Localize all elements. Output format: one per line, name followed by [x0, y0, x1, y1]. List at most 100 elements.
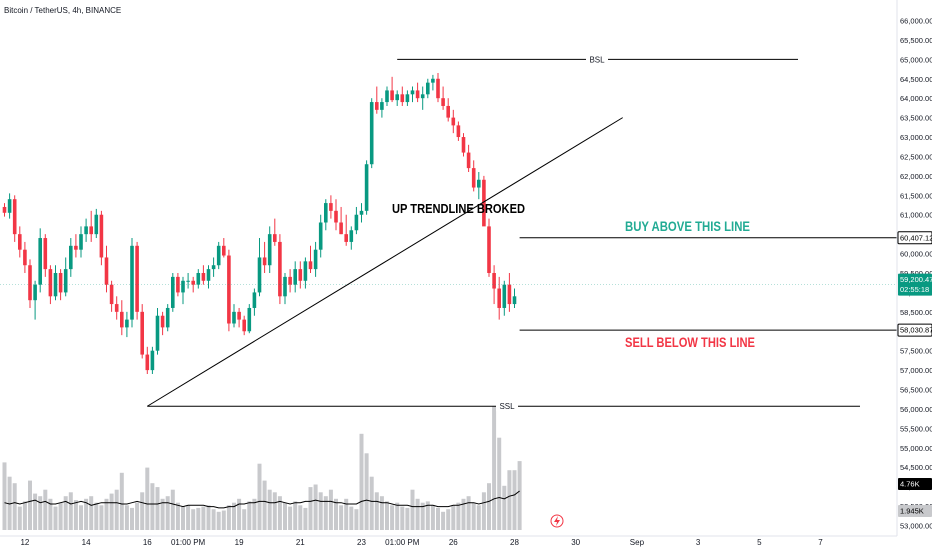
price-tick-label: 53,000.00 [900, 522, 932, 531]
candle-body [145, 354, 150, 371]
candle-body [441, 98, 445, 106]
alert-bolt-icon[interactable] [550, 514, 564, 528]
candle [318, 214, 323, 258]
volume-bar [181, 506, 185, 530]
candle [94, 208, 99, 239]
volume-bar [303, 507, 308, 530]
candle-body [456, 125, 461, 138]
volume-bar [33, 493, 38, 530]
candle-body [232, 311, 236, 324]
candle-body [28, 265, 32, 301]
time-tick-label: 30 [571, 538, 580, 547]
price-tick-label: 56,500.00 [900, 386, 932, 395]
volume-bar [420, 502, 425, 530]
candle [171, 273, 175, 312]
volume-bar [206, 505, 211, 530]
candle-body [405, 94, 410, 103]
candle-body [359, 210, 364, 215]
volume-bar [502, 485, 507, 530]
time-tick-label: 01:00 PM [385, 538, 420, 547]
candle [186, 273, 190, 289]
bsl-label-bg [586, 54, 608, 65]
candle-body [186, 280, 190, 282]
candle [125, 311, 129, 338]
candle [267, 226, 272, 273]
volume-bar [400, 506, 405, 530]
candle [334, 199, 338, 231]
candle [507, 273, 512, 312]
time-axis[interactable]: 12 14 16 01:00 PM 19 21 23 01:00 PM 26 28 30 Sep 3 5 7 [0, 535, 897, 547]
price-tick-label: 61,500.00 [900, 191, 932, 200]
candle-body [502, 284, 507, 308]
candle-body [451, 117, 456, 126]
volume-bar [2, 462, 7, 530]
volume-bar [252, 498, 257, 530]
candle-body [120, 311, 124, 328]
candle-body [43, 238, 48, 270]
candle [247, 304, 252, 334]
candle-body [79, 234, 83, 250]
candle-body [369, 102, 374, 165]
candle-body [94, 214, 99, 235]
candle-body [211, 265, 216, 270]
price-tick-label: 63,000.00 [900, 133, 932, 142]
volume-layer [2, 406, 522, 530]
volume-bar [104, 498, 109, 530]
candle [211, 257, 216, 277]
bsl-label: BSL [589, 55, 605, 64]
candle-body [313, 249, 318, 270]
candle [130, 238, 134, 328]
volume-bar [272, 492, 277, 530]
candle [79, 226, 83, 258]
volume-bar [242, 509, 247, 530]
candle-body [247, 307, 252, 332]
volume-bar [155, 487, 160, 530]
volume-bar [344, 498, 349, 530]
candle [375, 86, 379, 114]
volume-bar [436, 507, 440, 530]
volume-bar [395, 502, 400, 530]
chart-title: Bitcoin / TetherUS, 4h, BINANCE [4, 6, 121, 15]
candle-body [89, 226, 93, 235]
volume-bar [466, 496, 471, 530]
candle [359, 203, 364, 223]
candle [150, 346, 155, 374]
candle [43, 234, 48, 277]
buy-label: BUY ABOVE THIS LINE [625, 218, 750, 234]
candle-body [257, 257, 262, 293]
volume-bar [160, 498, 165, 530]
time-tick-label: 5 [757, 538, 762, 547]
price-tick-label: 65,000.00 [900, 55, 932, 64]
price-tick-label: 59,500.00 [900, 269, 932, 278]
candle-body [222, 245, 226, 256]
candle [69, 238, 73, 277]
volume-bar [232, 502, 236, 530]
up-trendline [147, 117, 623, 407]
volume-bar [17, 506, 22, 530]
volume-bar [226, 505, 231, 530]
candle-body [293, 269, 297, 285]
volume-ma-badge: 4.76K [900, 480, 920, 489]
candle [109, 280, 114, 312]
candle [395, 90, 399, 106]
volume-bar [446, 509, 451, 530]
candle-body [109, 284, 114, 305]
candle [201, 265, 206, 285]
price-tick-label: 55,000.00 [900, 444, 932, 453]
candle [329, 195, 333, 219]
candle-body [58, 273, 63, 293]
candle-body [329, 203, 333, 211]
volume-bar [94, 502, 99, 530]
candle-body [12, 199, 17, 235]
candle [456, 121, 461, 141]
candle [181, 276, 185, 305]
volume-bar [461, 498, 466, 530]
volume-bar [379, 496, 384, 530]
price-axis[interactable]: 53,000.0053,500.0054,000.0054,500.0055,0… [896, 0, 932, 536]
candle-body [354, 214, 359, 231]
candle-body [252, 292, 257, 308]
volume-badge-bg [898, 505, 932, 517]
candle [298, 261, 303, 289]
volume-bar [405, 507, 410, 530]
